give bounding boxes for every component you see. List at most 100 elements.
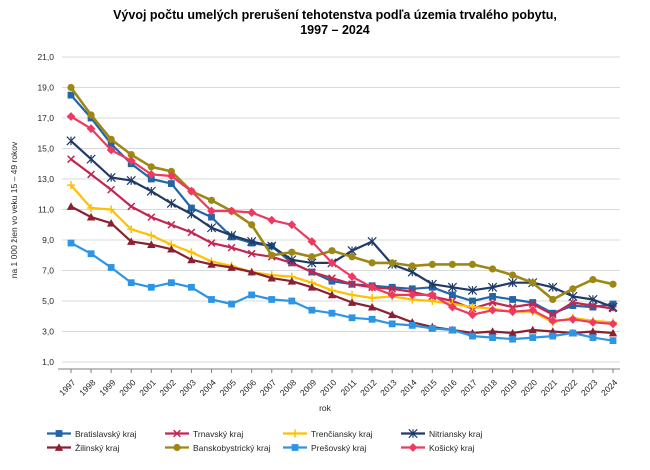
circle-marker [529,279,537,287]
x-marker [307,268,316,276]
square-marker [127,279,135,287]
asterisk-marker [467,285,478,295]
y-axis-title: na 1 000 žien vo veku 15 – 49 rokov [9,141,19,279]
legend-label: Prešovský kraj [311,442,367,453]
square-marker [167,180,175,187]
x-marker [328,274,336,283]
circle-marker [448,260,457,268]
triangle-marker [187,255,196,264]
x-tick-label: 2008 [278,377,299,398]
diamond-marker [267,215,277,225]
square-marker [147,175,155,183]
diamond-marker [508,307,518,317]
x-tick-label: 2024 [599,377,620,398]
legend-item-pre-ovsk-kraj: Prešovský kraj [282,442,400,453]
square-marker [449,326,456,334]
asterisk-marker [548,282,558,292]
circle-marker [127,151,135,159]
square-marker [388,283,396,291]
asterisk-marker [86,154,96,164]
circle-marker [428,260,436,268]
x-axis-title: rok [319,403,331,413]
x-tick-label: 2003 [177,377,198,398]
chart-title: Vývoj počtu umelých prerušení tehotenstv… [35,8,635,38]
square-marker [348,314,356,322]
asterisk-marker [126,175,136,186]
asterisk-marker [508,278,518,288]
x-marker [588,301,597,310]
square-marker [228,300,235,308]
asterisk-marker [588,294,598,305]
asterisk-marker [106,172,116,183]
triangle-marker [247,267,256,276]
asterisk-marker [487,282,498,292]
plus-marker [67,181,75,190]
triangle-marker [207,260,216,268]
square-marker [489,293,496,300]
square-marker [469,332,476,340]
square-marker [167,279,175,287]
triangle-marker [106,219,116,227]
legend-label: Nitriansky kraj [429,428,483,439]
legend-line-sample [165,443,189,452]
plus-marker [291,429,299,438]
x-marker [227,243,236,252]
square-marker [328,277,336,285]
diamond-marker [548,316,558,326]
x-tick-label: 2007 [258,377,279,398]
legend-line-sample [47,443,71,451]
triangle-marker [528,325,537,334]
legend-item-trnavsk-kraj: Trnavský kraj [164,428,282,439]
legend-label: Banskobystrický kraj [193,442,271,453]
square-marker [87,250,95,258]
square-marker [589,334,597,341]
x-marker [67,155,75,164]
x-tick-label: 2021 [539,377,560,398]
circle-marker [248,221,256,229]
x-marker [173,429,181,438]
asterisk-marker [66,136,76,146]
series-line-ko-ick-kraj [70,115,614,325]
plus-marker [127,225,136,234]
diamond-marker [407,290,417,300]
chart-title-line-1: Vývoj počtu umelých prerušení tehotenstv… [113,8,557,22]
triangle-marker [588,327,598,335]
square-marker [308,306,316,314]
diamond-marker [86,124,96,134]
circle-marker [308,253,316,261]
asterisk-marker [408,428,418,439]
series-line-banskobystrick-kraj [69,86,614,301]
circle-marker [388,259,396,267]
circle-marker [368,259,376,267]
square-marker [208,213,215,221]
x-tick-label: 2012 [358,377,379,398]
x-tick-label: 2001 [137,377,158,398]
y-tick-label: 19,0 [37,83,54,93]
diamond-marker [448,302,457,312]
circle-marker [549,295,557,304]
diamond-marker [488,305,497,315]
asterisk-marker [367,236,377,247]
square-marker [449,291,456,299]
asterisk-marker [568,291,578,302]
plus-marker [368,293,377,302]
x-tick-label: 2017 [458,377,479,398]
diamond-marker [247,208,257,217]
circle-marker [173,443,181,452]
diamond-marker [187,186,196,196]
x-tick-label: 2009 [298,377,319,398]
series-line-bratislavsk-kraj [70,94,614,315]
legend-item--ilinsk-kraj: Žilinský kraj [46,442,164,453]
x-tick-label: 2002 [157,377,178,398]
x-marker [207,239,216,247]
diamond-marker [207,206,216,216]
y-tick-label: 5,0 [42,296,54,306]
square-marker [67,239,75,247]
legend-line-sample [283,429,307,438]
diamond-marker [166,171,176,181]
square-marker [408,285,416,293]
diamond-marker [106,145,116,155]
diamond-marker [307,237,317,246]
y-tick-label: 3,0 [42,327,54,337]
triangle-marker [367,302,377,311]
